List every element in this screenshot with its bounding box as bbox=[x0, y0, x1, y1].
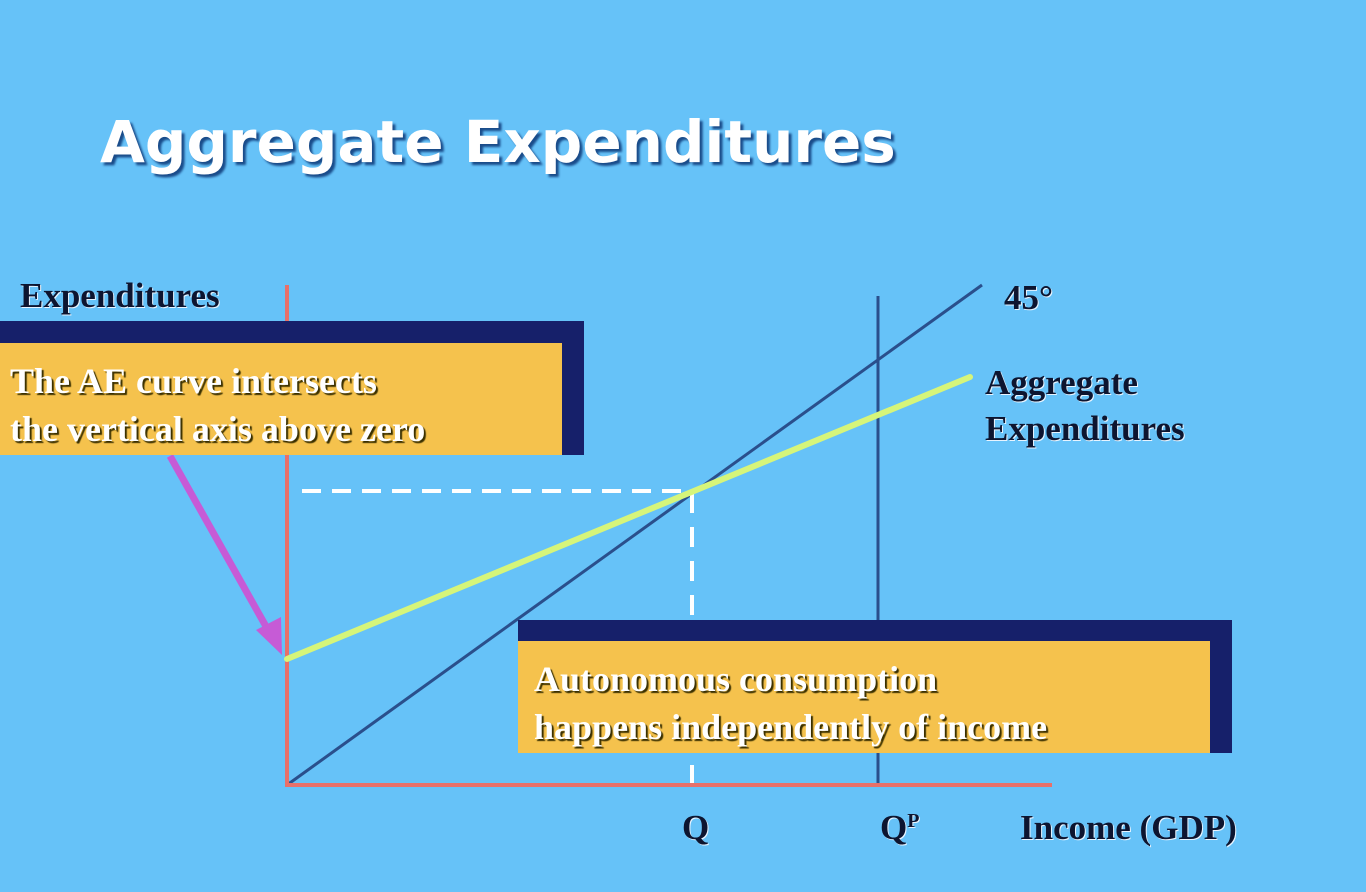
x-axis-label: Income (GDP) bbox=[1020, 808, 1237, 847]
ae-intercept-callout-line1: The AE curve intersects bbox=[10, 361, 377, 401]
q-tick-label: Q bbox=[682, 808, 710, 847]
ae-intercept-callout: The AE curve intersects the vertical axi… bbox=[0, 343, 562, 455]
autonomous-callout-line2: happens independently of income bbox=[534, 707, 1048, 747]
callout-arrowhead bbox=[256, 617, 282, 655]
autonomous-callout-line1: Autonomous consumption bbox=[534, 659, 938, 699]
ae-line-label-line1: Aggregate bbox=[985, 363, 1138, 402]
aggregate-expenditures-line bbox=[284, 374, 973, 662]
ae-line-label-line2: Expenditures bbox=[985, 409, 1185, 448]
ae-intercept-callout-line2: the vertical axis above zero bbox=[10, 409, 426, 449]
y-axis-label: Expenditures bbox=[20, 276, 220, 315]
slide-title: Aggregate Expenditures bbox=[100, 108, 896, 176]
forty-five-degree-line bbox=[286, 283, 983, 787]
qp-tick-sup: P bbox=[907, 810, 920, 832]
callout-arrow-shaft bbox=[166, 454, 272, 632]
autonomous-consumption-callout: Autonomous consumption happens independe… bbox=[518, 641, 1210, 753]
ae-line-label: Aggregate Expenditures bbox=[985, 360, 1185, 452]
qp-tick-label: QP bbox=[880, 808, 919, 848]
degree-line-label: 45° bbox=[1004, 278, 1053, 317]
qp-tick-base: Q bbox=[880, 808, 908, 847]
